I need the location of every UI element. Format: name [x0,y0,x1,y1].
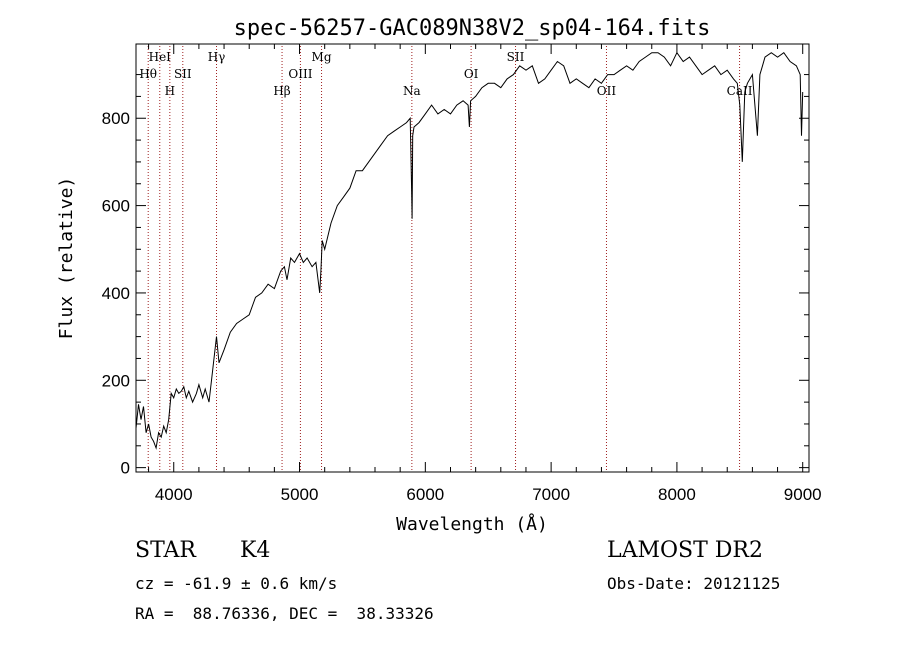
object-class: STAR [135,538,196,563]
spectral-line-label: SII [174,67,192,81]
x-tick-label: 4000 [155,485,193,504]
y-tick-label: 600 [102,197,130,216]
x-tick-label: 7000 [532,485,570,504]
survey-name: LAMOST DR2 [607,538,763,563]
radial-velocity: cz = -61.9 ± 0.6 km/s [135,574,338,593]
x-tick-label: 8000 [658,485,696,504]
spectral-line-label: OI [464,67,479,81]
chart-title: spec-56257-GAC089N38V2_sp04-164.fits [234,16,711,41]
x-tick-label: 5000 [281,485,319,504]
spectrum-line [135,51,804,450]
observation-date: Obs-Date: 20121125 [607,574,781,593]
object-subclass: K4 [240,538,271,563]
y-tick-label: 0 [121,459,130,478]
x-tick-label: 9000 [784,485,822,504]
spectral-line-label: CaII [727,84,753,98]
spectral-line-label: Hγ [208,50,226,64]
spectral-line-label: Mg [312,50,332,64]
spectral-line-label: HeI [149,50,172,64]
y-tick-label: 400 [102,284,130,303]
plot-frame [135,43,810,473]
spectral-line-label: Hθ [139,67,157,81]
spectral-line-label: SII [507,50,525,64]
y-tick-label: 200 [102,371,130,390]
spectral-line-label: H [165,84,175,98]
spectral-line-label: OII [597,84,617,98]
y-axis-label: Flux (relative) [56,177,77,340]
coordinates: RA = 88.76336, DEC = 38.33326 [135,604,434,623]
y-tick-label: 800 [102,109,130,128]
spectral-line-label: OIII [288,67,312,81]
spectral-line-label: Hβ [273,84,290,98]
x-axis-label: Wavelength (Å) [396,513,548,535]
x-tick-label: 6000 [406,485,444,504]
spectral-line-label: Na [403,84,421,98]
